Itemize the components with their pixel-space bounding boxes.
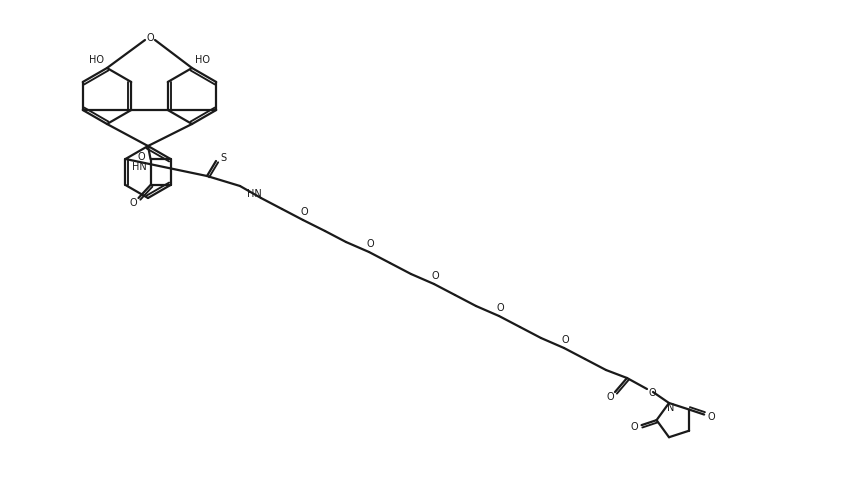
Text: S: S (220, 153, 226, 163)
Text: O: O (366, 239, 374, 249)
Text: O: O (300, 207, 308, 217)
Text: O: O (606, 392, 614, 402)
Text: HN: HN (132, 162, 147, 172)
Text: O: O (561, 335, 569, 345)
Text: O: O (146, 33, 154, 43)
Text: N: N (667, 403, 675, 413)
Text: O: O (708, 412, 715, 421)
Text: O: O (138, 152, 145, 162)
Text: O: O (431, 271, 439, 281)
Text: O: O (130, 198, 138, 208)
Text: HN: HN (247, 189, 261, 199)
Text: O: O (648, 388, 656, 398)
Text: HO: HO (195, 55, 210, 65)
Text: O: O (497, 303, 503, 313)
Text: HO: HO (89, 55, 104, 65)
Text: O: O (631, 422, 638, 432)
